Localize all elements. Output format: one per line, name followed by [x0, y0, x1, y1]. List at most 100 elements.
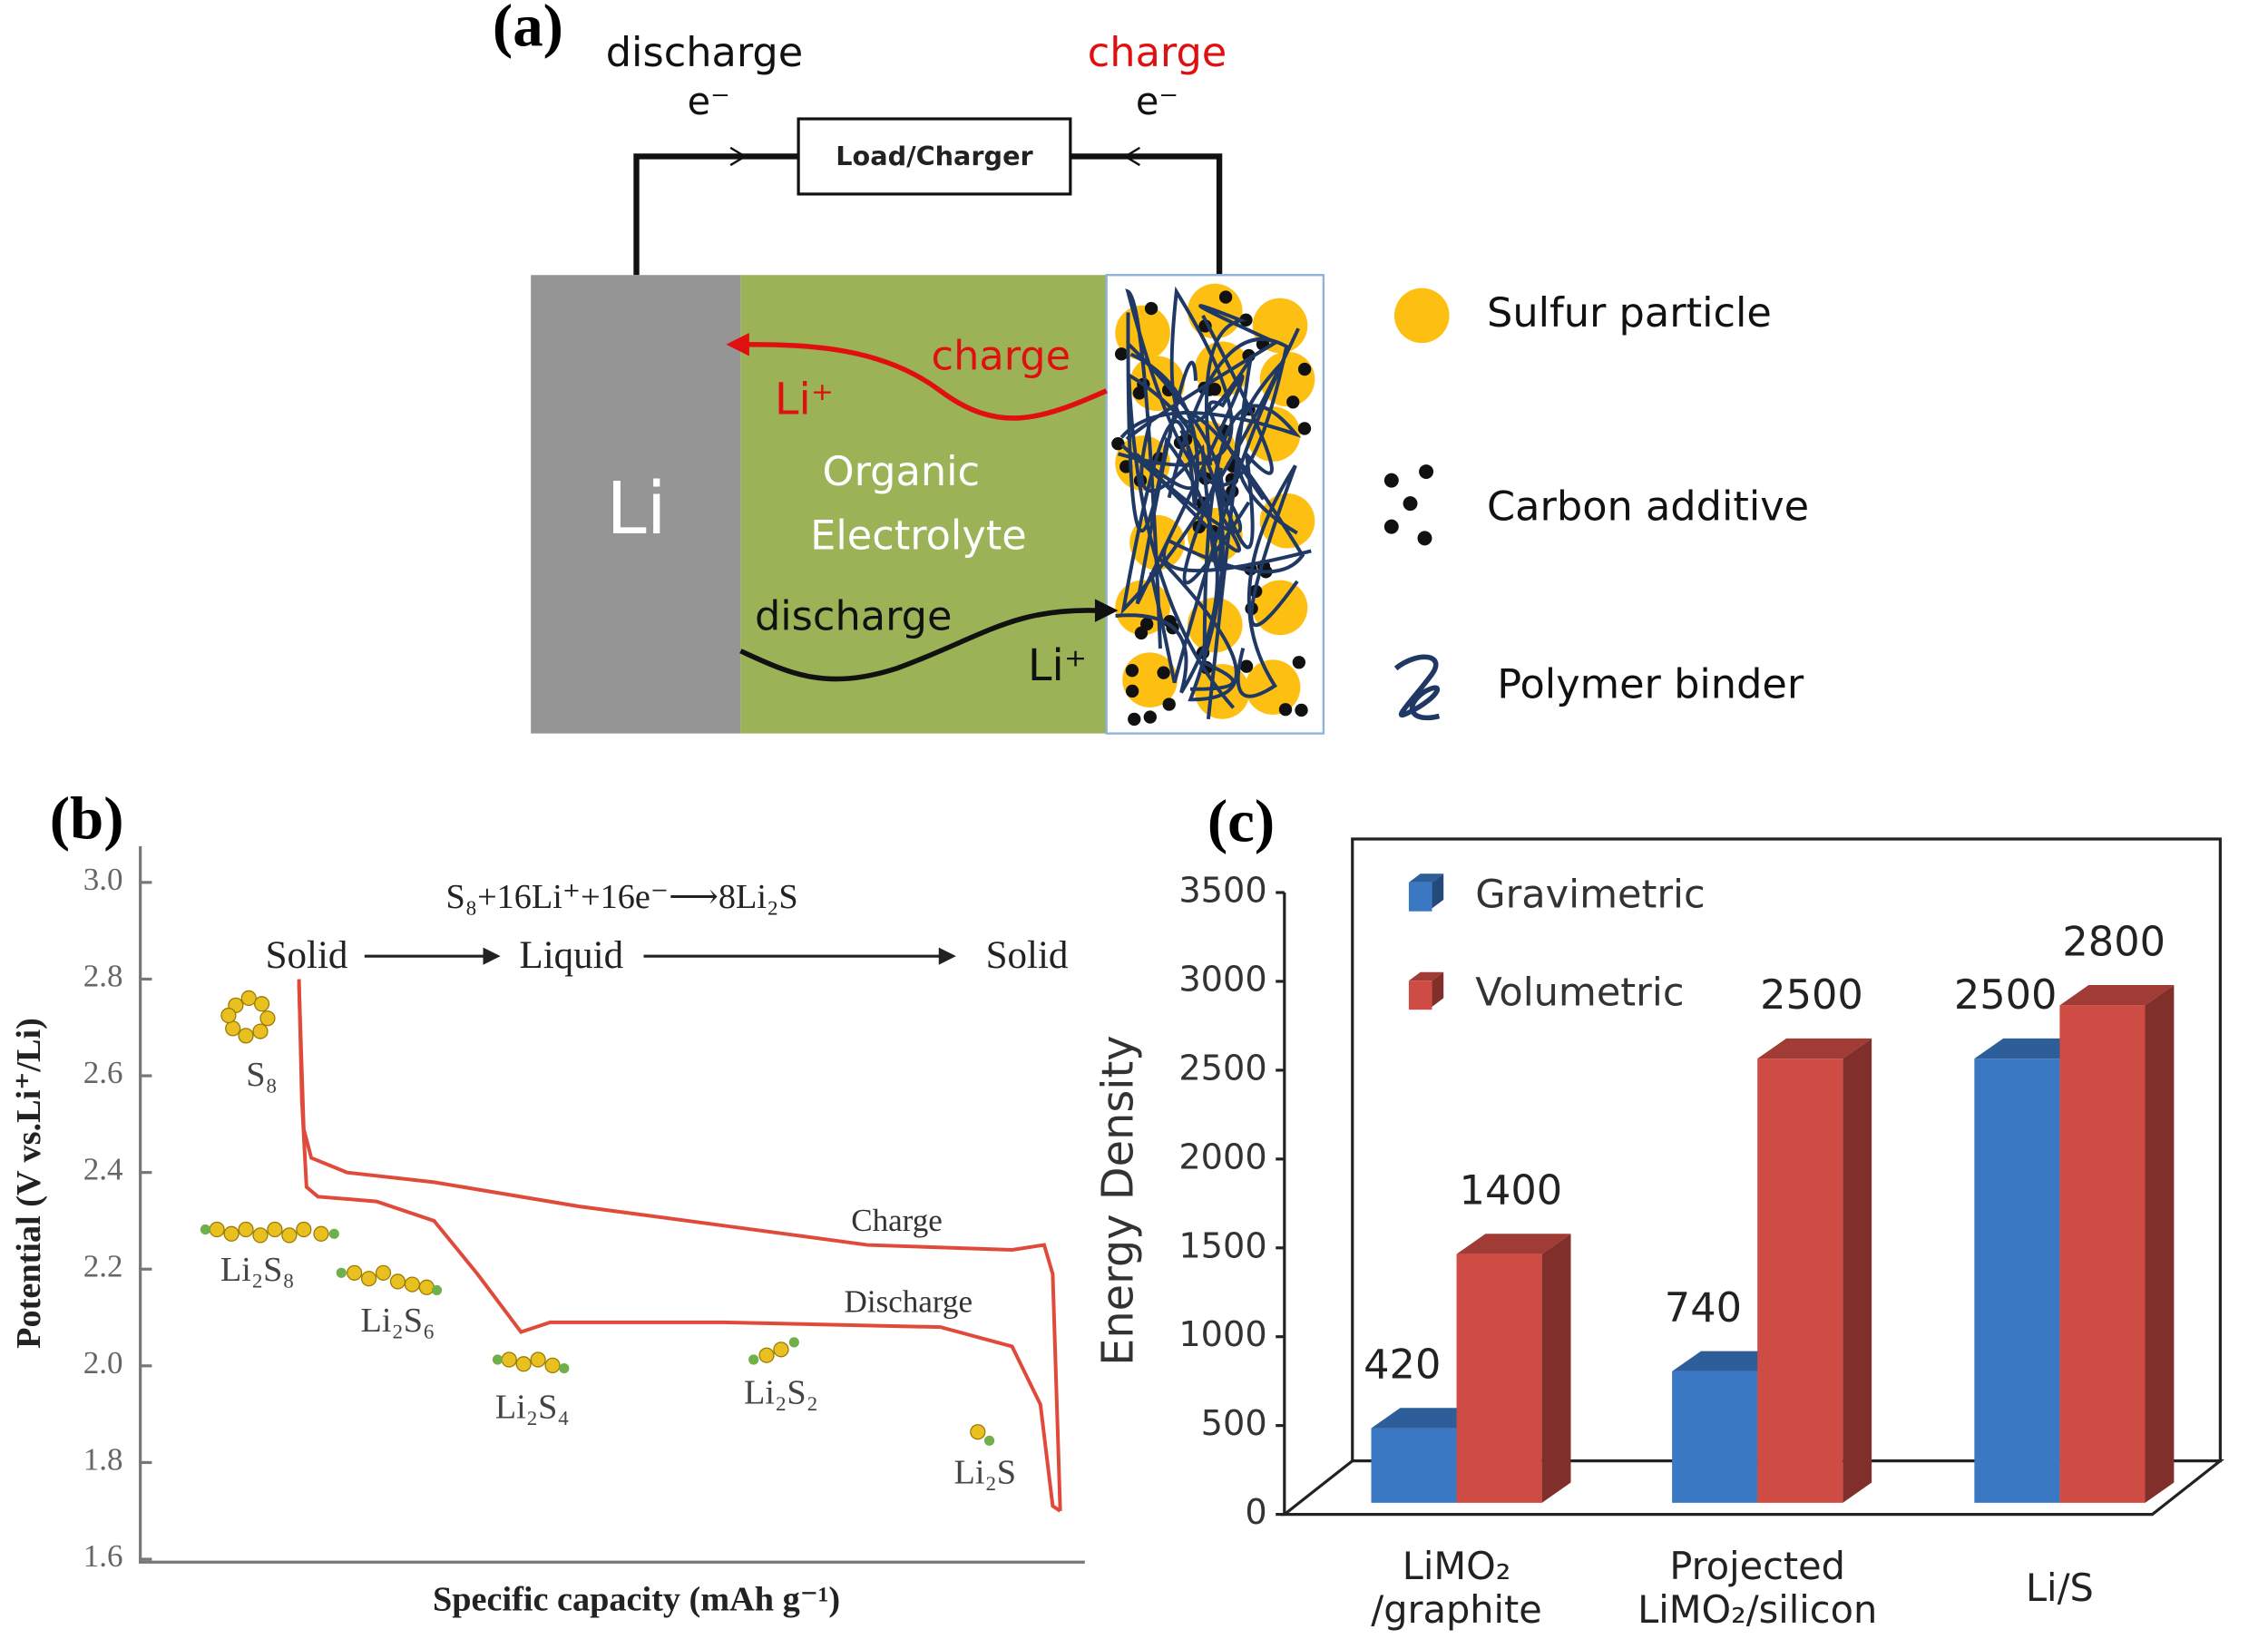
phase-label: Solid — [986, 934, 1069, 977]
carbon-dot — [1143, 710, 1157, 724]
binder — [1139, 415, 1251, 585]
charge-path — [745, 341, 1108, 421]
electron-label: e⁻ — [1136, 80, 1178, 123]
y-tick-label: 1500 — [1178, 1225, 1266, 1266]
species-label: S₈ — [246, 1056, 278, 1094]
species-label: Li₂S — [953, 1453, 1016, 1491]
binder — [1119, 404, 1302, 691]
anode-label: Li — [606, 466, 667, 551]
legend-label: Carbon additive — [1487, 483, 1809, 531]
equation: S₈+16Li⁺+16e⁻⟶8Li₂S — [446, 878, 798, 916]
binder — [1127, 371, 1238, 709]
data-label: 2800 — [2062, 918, 2165, 965]
legend-swatch — [1408, 882, 1432, 912]
legend-label: Volumetric — [1475, 971, 1684, 1016]
carbon-dot — [1278, 703, 1293, 717]
curve — [297, 983, 1062, 1511]
x-tick-label: LiMO₂ — [1403, 1545, 1511, 1588]
legend-label: Sulfur particle — [1487, 289, 1772, 337]
legend-binder — [1393, 654, 1441, 721]
bar — [1456, 1254, 1542, 1503]
y-tick-label: 2.4 — [83, 1152, 123, 1187]
legend-label: Polymer binder — [1497, 661, 1804, 708]
axis — [139, 845, 1085, 1564]
y-tick-label: 3.0 — [83, 862, 123, 897]
electron-label: e⁻ — [688, 80, 730, 123]
x-tick-label: /graphite — [1371, 1588, 1542, 1632]
wire-label: charge — [1088, 29, 1227, 76]
curve — [297, 979, 1061, 1513]
data-label: 2500 — [1760, 971, 1863, 1019]
panel-a: (a) discharge e⁻ charge e⁻ Load/Charger … — [493, 0, 1809, 735]
y-axis-label: Potential (V vs.Li⁺/Li) — [10, 1018, 48, 1349]
data-label: 740 — [1665, 1284, 1742, 1332]
carbon-dot — [1162, 698, 1176, 711]
bar — [1371, 1428, 1457, 1503]
bar — [1974, 1059, 2060, 1503]
carbon-dot — [1218, 290, 1233, 304]
legend-sulfur — [1393, 288, 1450, 344]
carbon-dot — [1239, 659, 1254, 673]
discharge-path-label: discharge — [755, 593, 952, 640]
legend-cube-top — [1408, 873, 1444, 883]
data-label: 420 — [1364, 1341, 1441, 1389]
bar-top — [1456, 1234, 1571, 1254]
phase-label: Liquid — [519, 934, 623, 977]
lithium-icons — [200, 1224, 995, 1446]
carbon-dot — [1157, 666, 1170, 679]
carbon-dot — [1125, 684, 1139, 698]
y-tick-label: 2.8 — [83, 958, 123, 993]
carbon-dot — [1134, 626, 1149, 640]
y-tick-label: 500 — [1201, 1403, 1267, 1444]
y-tick-label: 3000 — [1178, 959, 1266, 1000]
carbon-dot — [1295, 703, 1308, 717]
species-label: Li₂S₈ — [220, 1251, 295, 1289]
arrow-head — [726, 332, 749, 356]
series-label: Discharge — [845, 1283, 973, 1319]
legend-label: Gravimetric — [1475, 872, 1705, 917]
ion-label: Li⁺ — [1028, 641, 1087, 691]
bar-top — [2059, 985, 2175, 1006]
legend-cube-top — [1408, 971, 1444, 981]
binder — [1128, 343, 1241, 553]
bar — [2059, 1005, 2146, 1503]
data-label: 1400 — [1460, 1167, 1563, 1215]
binder — [1162, 410, 1312, 574]
wire-arrow — [729, 146, 1140, 167]
bar-side — [1843, 1038, 1872, 1503]
legend-swatch — [1408, 980, 1432, 1010]
panel-label: (c) — [1207, 788, 1275, 855]
carbon-dot — [1144, 301, 1158, 316]
molecule-icons — [209, 990, 986, 1440]
carbon-dot — [1286, 395, 1300, 409]
phase-label: Solid — [266, 934, 348, 977]
x-tick-label: Projected — [1669, 1545, 1845, 1588]
wire-label: discharge — [606, 29, 803, 76]
species-label: Li₂S₂ — [744, 1374, 818, 1412]
charge-path-label: charge — [932, 333, 1071, 380]
species-label: Li₂S₄ — [495, 1389, 570, 1427]
y-tick-label: 1.8 — [83, 1441, 123, 1477]
y-tick-label: 2500 — [1178, 1048, 1266, 1088]
y-axis-label: Energy Density — [1094, 1035, 1144, 1365]
load-label: Load/Charger — [836, 141, 1033, 171]
y-tick-label: 2.6 — [83, 1055, 123, 1090]
panel-b: (b) S₈+16Li⁺+16e⁻⟶8Li₂S Solid Liquid Sol… — [10, 785, 1085, 1619]
y-tick-label: 2.0 — [83, 1345, 123, 1380]
arrow-head — [1094, 599, 1119, 622]
cathode-particles — [1111, 283, 1315, 727]
bar — [1757, 1059, 1843, 1503]
x-tick-label: Li/S — [2026, 1566, 2094, 1610]
carbon-dot — [1128, 712, 1141, 727]
bar-side — [2145, 985, 2175, 1503]
x-tick-label: LiMO₂/silicon — [1637, 1588, 1877, 1632]
carbon-dot — [1297, 362, 1312, 376]
electrolyte-label: Organic — [823, 448, 981, 495]
panel-label: (a) — [493, 0, 563, 60]
carbon-dot — [1125, 663, 1139, 678]
electrolyte-label: Electrolyte — [810, 512, 1027, 559]
panel-label: (b) — [50, 785, 124, 852]
legend-cube-side — [1432, 971, 1444, 1007]
carbon-dot — [1114, 347, 1129, 361]
anode — [531, 275, 741, 734]
